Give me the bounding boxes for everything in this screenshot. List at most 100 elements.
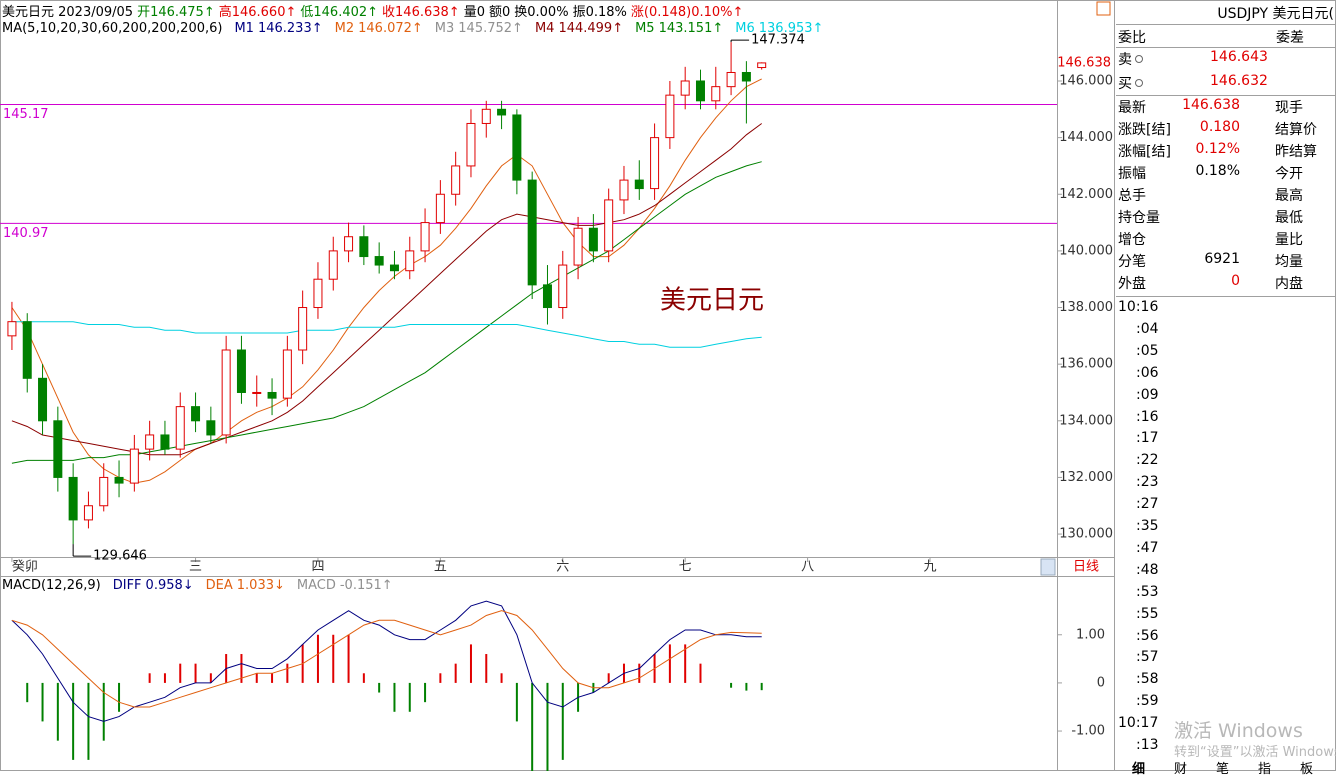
series-line xyxy=(11,600,762,722)
label: 最高 xyxy=(1275,188,1303,204)
time: :47 xyxy=(1136,539,1159,556)
label: 外盘 xyxy=(1118,276,1146,292)
os-notice: 转到“设置”以激活 Windows。 xyxy=(1174,745,1336,760)
value: 146.632 xyxy=(1210,73,1268,89)
candle-body xyxy=(313,278,323,309)
legend-entry: M3 145.752↑ xyxy=(435,21,523,36)
price-line-label: 140.97 xyxy=(3,226,49,241)
ma-legend: MA(5,10,20,30,60,200,200,200,6) M1 146.233… xyxy=(2,21,823,36)
y-tick-label: -1.00 xyxy=(1071,724,1105,739)
period-button[interactable] xyxy=(1059,558,1113,576)
time: :23 xyxy=(1136,474,1159,491)
x-tick-label: 癸卯 xyxy=(12,560,38,575)
value: 0 xyxy=(1231,273,1240,289)
time: :09 xyxy=(1136,386,1159,403)
candle-body xyxy=(680,80,690,96)
candle-body xyxy=(573,227,583,266)
legend-name: M6 xyxy=(735,21,755,36)
candle-body xyxy=(604,199,614,252)
last-price-label: 146.638 xyxy=(1057,55,1111,70)
candle-body xyxy=(328,250,338,280)
candle-body xyxy=(53,420,63,478)
tab[interactable]: 指 xyxy=(1258,762,1272,777)
label: 持仓量 xyxy=(1118,210,1160,226)
label: 分笔 xyxy=(1118,254,1146,270)
header-field: 收146.638↑ xyxy=(382,5,460,20)
tab[interactable]: 财 xyxy=(1174,762,1188,777)
y-tick-label: 134.000 xyxy=(1059,413,1113,428)
candle-body xyxy=(405,250,415,272)
x-tick-label: 八 xyxy=(801,560,814,575)
time: 10:16 xyxy=(1118,299,1159,315)
candle-body xyxy=(22,321,32,379)
time: :27 xyxy=(1136,496,1159,513)
candle-body xyxy=(389,264,399,272)
macd-legend: MACD(12,26,9) DIFF 0.958↓ DEA 1.033↓ MACD -0.1… xyxy=(2,578,393,593)
candle-body xyxy=(252,391,262,394)
tab[interactable]: 细 xyxy=(1132,762,1146,777)
candle-body xyxy=(757,62,767,69)
candle-body xyxy=(83,505,93,521)
legend-name: M2 xyxy=(334,21,355,36)
candle-body xyxy=(451,165,461,195)
series-line xyxy=(11,610,762,708)
candle-body xyxy=(114,476,124,484)
hline xyxy=(1116,296,1336,297)
label: 内盘 xyxy=(1275,276,1303,292)
time: :22 xyxy=(1136,452,1159,469)
legend-entry: M6 136.953↑ xyxy=(735,21,823,36)
value: 0.18% xyxy=(1195,163,1240,179)
candle-body xyxy=(741,71,751,82)
candle-body xyxy=(588,227,598,252)
x-tick-label: 七 xyxy=(679,560,692,575)
y-tick-label: 132.000 xyxy=(1059,470,1113,485)
y-tick-label: 136.000 xyxy=(1059,357,1113,372)
candle-body xyxy=(665,94,675,139)
hline xyxy=(1116,95,1336,96)
candle-body xyxy=(542,284,552,309)
legend-value: -0.151↑ xyxy=(339,578,393,593)
label: 涨幅[结] xyxy=(1118,144,1171,160)
label: 振幅 xyxy=(1118,166,1146,182)
candle-body xyxy=(221,349,231,436)
time: :55 xyxy=(1136,605,1159,622)
legend-entry: M2 146.072↑ xyxy=(335,21,423,36)
hline xyxy=(1116,24,1336,25)
label: 增仓 xyxy=(1118,232,1146,248)
legend-name: M5 xyxy=(635,21,655,36)
time: :06 xyxy=(1136,364,1159,381)
legend-value: 146.072↑ xyxy=(358,21,423,36)
settings-button[interactable] xyxy=(1096,1,1111,16)
tab[interactable]: 笔 xyxy=(1216,762,1230,777)
candle-body xyxy=(160,434,170,450)
candle-body xyxy=(359,236,369,258)
price-line-label: 145.17 xyxy=(3,107,49,122)
header-row: 美元日元 2023/09/05 开146.475↑ 高146.660↑ 低146.40… xyxy=(2,1,743,20)
time: :59 xyxy=(1136,693,1159,710)
candle-body xyxy=(129,448,139,484)
y-tick-label: 144.000 xyxy=(1059,130,1113,145)
legend-value: 144.499↑ xyxy=(558,21,624,36)
candle-body xyxy=(191,406,201,422)
tab[interactable]: 板 xyxy=(1300,762,1314,777)
candle-body xyxy=(298,307,308,351)
candle-body xyxy=(650,137,660,190)
candle-body xyxy=(175,406,185,450)
candle-body xyxy=(634,179,644,190)
x-tick-label: 五 xyxy=(434,560,447,575)
time: :56 xyxy=(1136,627,1159,644)
value: 6921 xyxy=(1204,251,1240,267)
value: 146.643 xyxy=(1210,49,1268,65)
header-field: 美元日元 2023/09/05 xyxy=(2,5,134,20)
quote-panel: USDJPY 美元日元(委比 委差卖 146.643 买 146.632 最新 146.63… xyxy=(1116,0,1336,777)
legend-entry: M5 143.151↑ xyxy=(635,21,723,36)
panel-title: USDJPY 美元日元( xyxy=(1217,6,1334,22)
candle-body xyxy=(695,80,705,102)
legend-entry: M1 146.233↑ xyxy=(234,21,322,36)
value: 0.12% xyxy=(1195,141,1240,157)
label: 总手 xyxy=(1118,188,1146,204)
candle-body xyxy=(206,420,216,436)
candle-body xyxy=(527,179,537,286)
x-tick-label: 六 xyxy=(556,560,569,575)
